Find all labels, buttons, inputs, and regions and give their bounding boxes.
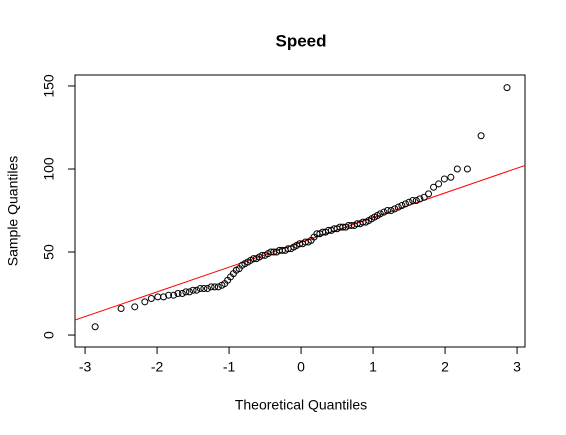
point bbox=[147, 295, 155, 303]
y-tick-label: 100 bbox=[41, 157, 57, 181]
point bbox=[391, 205, 399, 213]
point bbox=[117, 304, 125, 312]
point bbox=[425, 190, 433, 198]
point bbox=[170, 291, 178, 299]
x-tick-label: -2 bbox=[151, 359, 164, 375]
point bbox=[398, 202, 406, 210]
point bbox=[376, 210, 384, 218]
x-tick-label: 0 bbox=[297, 359, 305, 375]
point bbox=[160, 293, 168, 301]
chart-title: Speed bbox=[275, 31, 326, 50]
point bbox=[189, 286, 197, 294]
x-tick-label: -3 bbox=[79, 359, 92, 375]
point bbox=[165, 291, 173, 299]
y-tick-label: 50 bbox=[41, 244, 57, 260]
x-axis-label: Theoretical Quantiles bbox=[235, 397, 367, 413]
x-tick-label: -1 bbox=[223, 359, 236, 375]
point bbox=[196, 285, 204, 293]
point bbox=[409, 197, 417, 205]
point bbox=[416, 195, 424, 203]
point bbox=[447, 173, 455, 181]
point bbox=[211, 283, 219, 291]
point bbox=[394, 203, 402, 211]
y-axis-label: Sample Quantiles bbox=[5, 156, 21, 267]
x-tick-label: 2 bbox=[441, 359, 449, 375]
point bbox=[91, 323, 99, 331]
point bbox=[178, 290, 186, 298]
point bbox=[200, 285, 208, 293]
point bbox=[387, 207, 395, 215]
y-tick-label: 150 bbox=[41, 74, 57, 98]
point bbox=[477, 132, 485, 140]
point bbox=[435, 180, 443, 188]
x-tick-label: 3 bbox=[513, 359, 521, 375]
point bbox=[453, 165, 461, 173]
point bbox=[380, 208, 388, 216]
point bbox=[430, 183, 438, 191]
point bbox=[185, 288, 193, 296]
x-tick-label: 1 bbox=[369, 359, 377, 375]
point bbox=[207, 283, 215, 291]
point bbox=[141, 298, 149, 306]
point bbox=[503, 84, 511, 92]
point bbox=[131, 303, 139, 311]
point bbox=[182, 288, 190, 296]
y-tick-label: 0 bbox=[41, 331, 57, 339]
point bbox=[463, 165, 471, 173]
point bbox=[203, 285, 211, 293]
point bbox=[193, 286, 201, 294]
point bbox=[440, 175, 448, 183]
point bbox=[420, 193, 428, 201]
point bbox=[405, 198, 413, 206]
point bbox=[401, 200, 409, 208]
point bbox=[412, 197, 420, 205]
point bbox=[383, 207, 391, 215]
point bbox=[174, 290, 182, 298]
point bbox=[214, 283, 222, 291]
